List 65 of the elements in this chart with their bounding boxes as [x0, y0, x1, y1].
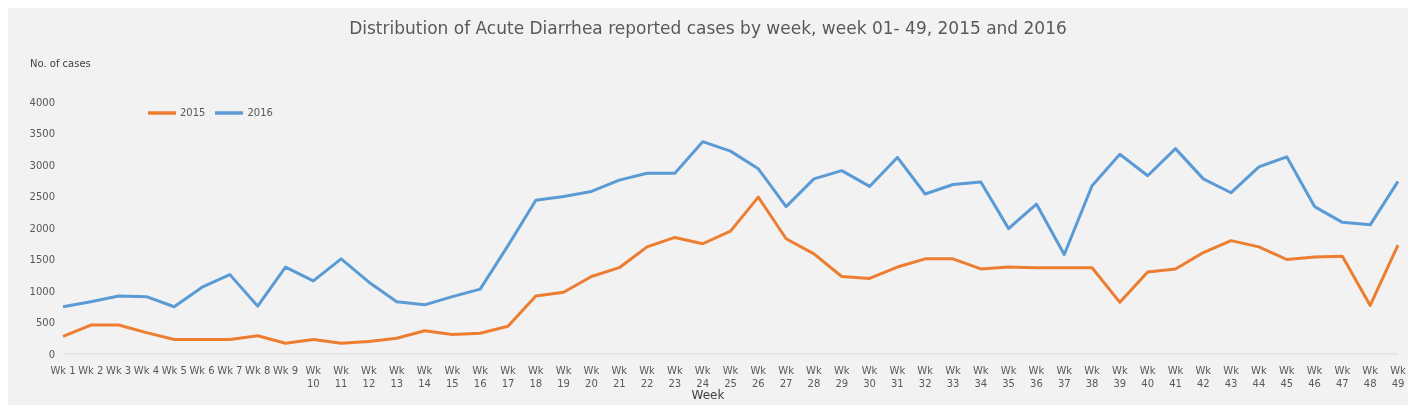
- x-tick-label: Wk 33: [945, 365, 962, 389]
- y-tick-label: 0: [48, 348, 55, 360]
- x-tick-label: Wk 43: [1223, 365, 1240, 389]
- x-tick-label: Wk 10: [305, 365, 322, 389]
- x-tick-label: Wk 22: [639, 365, 656, 389]
- x-tick-label: Wk 44: [1251, 365, 1267, 389]
- x-tick-label: Wk 23: [667, 365, 683, 389]
- x-tick-label: Wk 7: [217, 365, 243, 376]
- x-tick-label: Wk 45: [1278, 365, 1295, 389]
- y-tick-label: 3500: [29, 128, 55, 140]
- y-tick-label: 3000: [29, 159, 55, 171]
- y-tick-label: 2500: [29, 191, 55, 203]
- x-tick-label: Wk 41: [1167, 365, 1184, 389]
- x-tick-label: Wk 42: [1195, 365, 1212, 389]
- x-tick-label: Wk 46: [1306, 365, 1323, 389]
- y-tick-label: 1000: [29, 285, 55, 297]
- x-tick-label: Wk 25: [722, 365, 739, 389]
- x-tick-label: Wk 30: [861, 365, 878, 389]
- x-tick-label: Wk 38: [1084, 365, 1101, 389]
- x-tick-label: Wk 4: [133, 365, 160, 376]
- y-tick-label: 4000: [29, 96, 55, 108]
- x-tick-label: Wk 32: [917, 365, 934, 389]
- x-tick-label: Wk 13: [388, 365, 405, 389]
- x-tick-label: Wk 9: [272, 365, 299, 376]
- x-tick-label: Wk 1: [50, 365, 76, 376]
- x-tick-label: Wk 34: [972, 365, 989, 389]
- x-tick-label: Wk 31: [889, 365, 906, 389]
- x-tick-label: Wk 17: [500, 365, 517, 389]
- x-tick-label: Wk 18: [527, 365, 544, 389]
- x-tick-label: Wk 2: [78, 365, 104, 376]
- y-tick-label: 500: [35, 317, 55, 329]
- line-series: [61, 140, 1400, 309]
- x-tick-label: Wk 47: [1334, 365, 1351, 389]
- x-tick-label: Wk 12: [361, 365, 377, 389]
- x-tick-label: Wk 28: [806, 365, 822, 389]
- x-tick-label: Wk 20: [583, 365, 600, 389]
- line-series: [61, 195, 1400, 345]
- x-tick-label: Wk 35: [1000, 365, 1017, 389]
- x-tick-label: Wk 40: [1139, 365, 1156, 389]
- x-tick-label: Wk 11: [333, 365, 350, 389]
- x-axis-title: Week: [690, 388, 726, 402]
- x-tick-label: Wk 48: [1362, 365, 1379, 389]
- x-tick-label: Wk 49: [1390, 365, 1407, 389]
- x-tick-label: Wk 21: [611, 365, 628, 389]
- x-tick-label: Wk 3: [106, 365, 132, 376]
- legend-label: 2015: [180, 107, 206, 118]
- x-tick-label: Wk 26: [750, 365, 767, 389]
- x-tick-label: Wk 15: [444, 365, 461, 389]
- x-tick-label: Wk 29: [833, 365, 850, 389]
- x-tick-label: Wk 36: [1028, 365, 1045, 389]
- x-tick-label: Wk 24: [694, 365, 711, 389]
- x-tick-label: Wk 27: [778, 365, 795, 389]
- legend-label: 2016: [247, 107, 273, 118]
- x-tick-label: Wk 8: [245, 365, 271, 376]
- x-tick-label: Wk 39: [1112, 365, 1128, 389]
- x-tick-label: Wk 19: [555, 365, 572, 389]
- x-tick-label: Wk 6: [189, 365, 215, 376]
- chart-title: Distribution of Acute Diarrhea reported cases by week, week 01- 49, 2015 and 2016: [348, 17, 1068, 40]
- x-tick-label: Wk 16: [472, 365, 489, 389]
- x-tick-label: Wk 37: [1056, 365, 1073, 389]
- x-tick-label: Wk 14: [416, 365, 433, 389]
- x-tick-label: Wk 5: [161, 365, 187, 376]
- y-axis-title: No. of cases: [30, 58, 91, 69]
- y-tick-label: 2000: [29, 222, 55, 234]
- y-tick-label: 1500: [29, 254, 55, 266]
